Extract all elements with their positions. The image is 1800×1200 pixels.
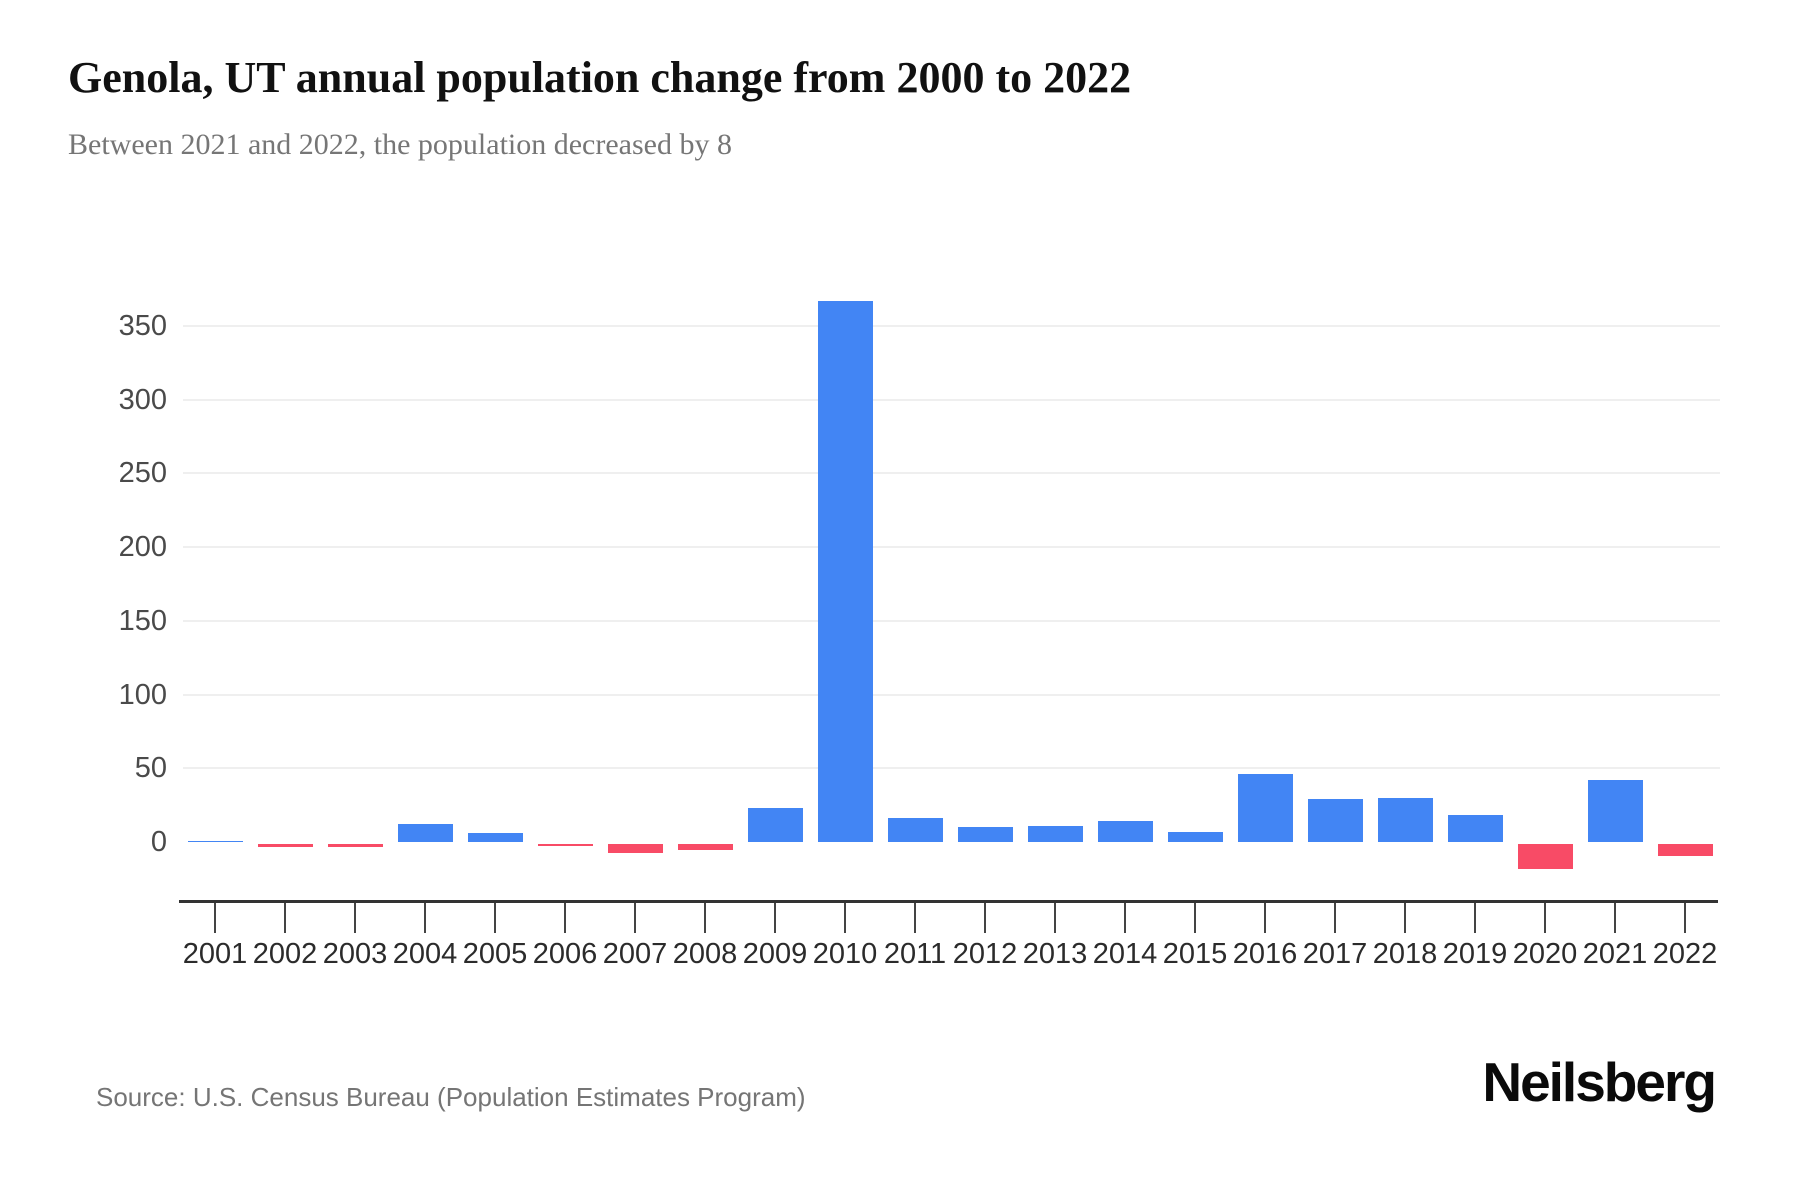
y-tick-label-300: 300 xyxy=(118,383,167,416)
x-tick-label-2013: 2013 xyxy=(1022,938,1088,970)
x-tick-label-2010: 2010 xyxy=(812,938,878,970)
bar-2022 xyxy=(1657,844,1713,856)
gridline-150 xyxy=(183,619,1720,622)
gridline-300 xyxy=(183,398,1720,401)
y-tick-label-50: 50 xyxy=(134,752,167,785)
x-tick-label-2012: 2012 xyxy=(952,938,1018,970)
x-tick-2004 xyxy=(424,903,426,933)
bar-2016 xyxy=(1237,774,1293,842)
brand-logo: Neilsberg xyxy=(1482,1051,1717,1113)
x-tick-2021 xyxy=(1614,903,1616,933)
x-tick-2018 xyxy=(1404,903,1406,933)
x-tick-2001 xyxy=(214,903,216,933)
bar-2012 xyxy=(957,827,1013,842)
bar-2007 xyxy=(607,844,663,853)
bar-2010 xyxy=(817,300,873,842)
bar-2020 xyxy=(1517,844,1573,870)
bar-2009 xyxy=(747,808,803,842)
bar-2008 xyxy=(677,844,733,850)
gridline-100 xyxy=(183,693,1720,696)
bar-2015 xyxy=(1167,831,1223,842)
x-tick-label-2009: 2009 xyxy=(742,938,808,970)
x-tick-2013 xyxy=(1054,903,1056,933)
x-tick-label-2019: 2019 xyxy=(1442,938,1508,970)
x-tick-label-2015: 2015 xyxy=(1162,938,1228,970)
y-tick-label-150: 150 xyxy=(118,604,167,637)
x-tick-label-2008: 2008 xyxy=(672,938,738,970)
bar-2006 xyxy=(537,844,593,846)
x-tick-2012 xyxy=(984,903,986,933)
bar-2013 xyxy=(1027,825,1083,842)
bar-2003 xyxy=(327,844,383,847)
x-tick-2011 xyxy=(914,903,916,933)
bar-2019 xyxy=(1447,815,1503,842)
page-subtitle: Between 2021 and 2022, the population de… xyxy=(68,128,732,161)
x-tick-label-2003: 2003 xyxy=(322,938,388,970)
x-tick-label-2021: 2021 xyxy=(1582,938,1648,970)
x-tick-label-2022: 2022 xyxy=(1652,938,1718,970)
x-tick-2010 xyxy=(844,903,846,933)
y-tick-label-0: 0 xyxy=(150,826,167,858)
x-tick-2016 xyxy=(1264,903,1266,933)
y-tick-label-350: 350 xyxy=(118,309,167,342)
gridline-250 xyxy=(183,472,1720,475)
x-tick-label-2016: 2016 xyxy=(1232,938,1298,970)
x-tick-label-2017: 2017 xyxy=(1302,938,1368,970)
x-tick-2007 xyxy=(634,903,636,933)
y-tick-label-250: 250 xyxy=(118,457,167,490)
x-tick-2008 xyxy=(704,903,706,933)
gridline-350 xyxy=(183,324,1720,327)
x-tick-2005 xyxy=(494,903,496,933)
y-tick-label-100: 100 xyxy=(118,678,167,711)
x-tick-label-2002: 2002 xyxy=(252,938,318,970)
source-note: Source: U.S. Census Bureau (Population E… xyxy=(96,1082,806,1112)
bar-2021 xyxy=(1587,780,1643,842)
gridline-200 xyxy=(183,546,1720,549)
bar-2011 xyxy=(887,818,943,842)
x-tick-2022 xyxy=(1684,903,1686,933)
x-tick-2002 xyxy=(284,903,286,933)
x-tick-label-2006: 2006 xyxy=(532,938,598,970)
x-tick-2014 xyxy=(1124,903,1126,933)
bar-2018 xyxy=(1377,797,1433,842)
x-tick-label-2011: 2011 xyxy=(883,938,947,970)
bar-2004 xyxy=(397,824,453,842)
bar-2005 xyxy=(467,833,523,842)
x-tick-label-2004: 2004 xyxy=(392,938,458,970)
x-tick-label-2001: 2001 xyxy=(182,938,248,970)
x-tick-label-2005: 2005 xyxy=(462,938,528,970)
bar-2017 xyxy=(1307,799,1363,842)
gridline-50 xyxy=(183,767,1720,770)
x-tick-2003 xyxy=(354,903,356,933)
x-tick-2020 xyxy=(1544,903,1546,933)
x-tick-label-2020: 2020 xyxy=(1512,938,1578,970)
x-tick-2015 xyxy=(1194,903,1196,933)
x-tick-2017 xyxy=(1334,903,1336,933)
x-tick-2019 xyxy=(1474,903,1476,933)
bar-2001 xyxy=(187,840,243,842)
x-tick-2009 xyxy=(774,903,776,933)
x-tick-label-2007: 2007 xyxy=(602,938,668,970)
y-tick-label-200: 200 xyxy=(118,531,167,564)
bar-2014 xyxy=(1097,821,1153,842)
bar-2002 xyxy=(257,844,313,847)
x-axis-line xyxy=(179,900,1718,903)
x-tick-2006 xyxy=(564,903,566,933)
x-tick-label-2018: 2018 xyxy=(1372,938,1438,970)
page-title: Genola, UT annual population change from… xyxy=(68,53,1132,102)
x-tick-label-2014: 2014 xyxy=(1092,938,1158,970)
